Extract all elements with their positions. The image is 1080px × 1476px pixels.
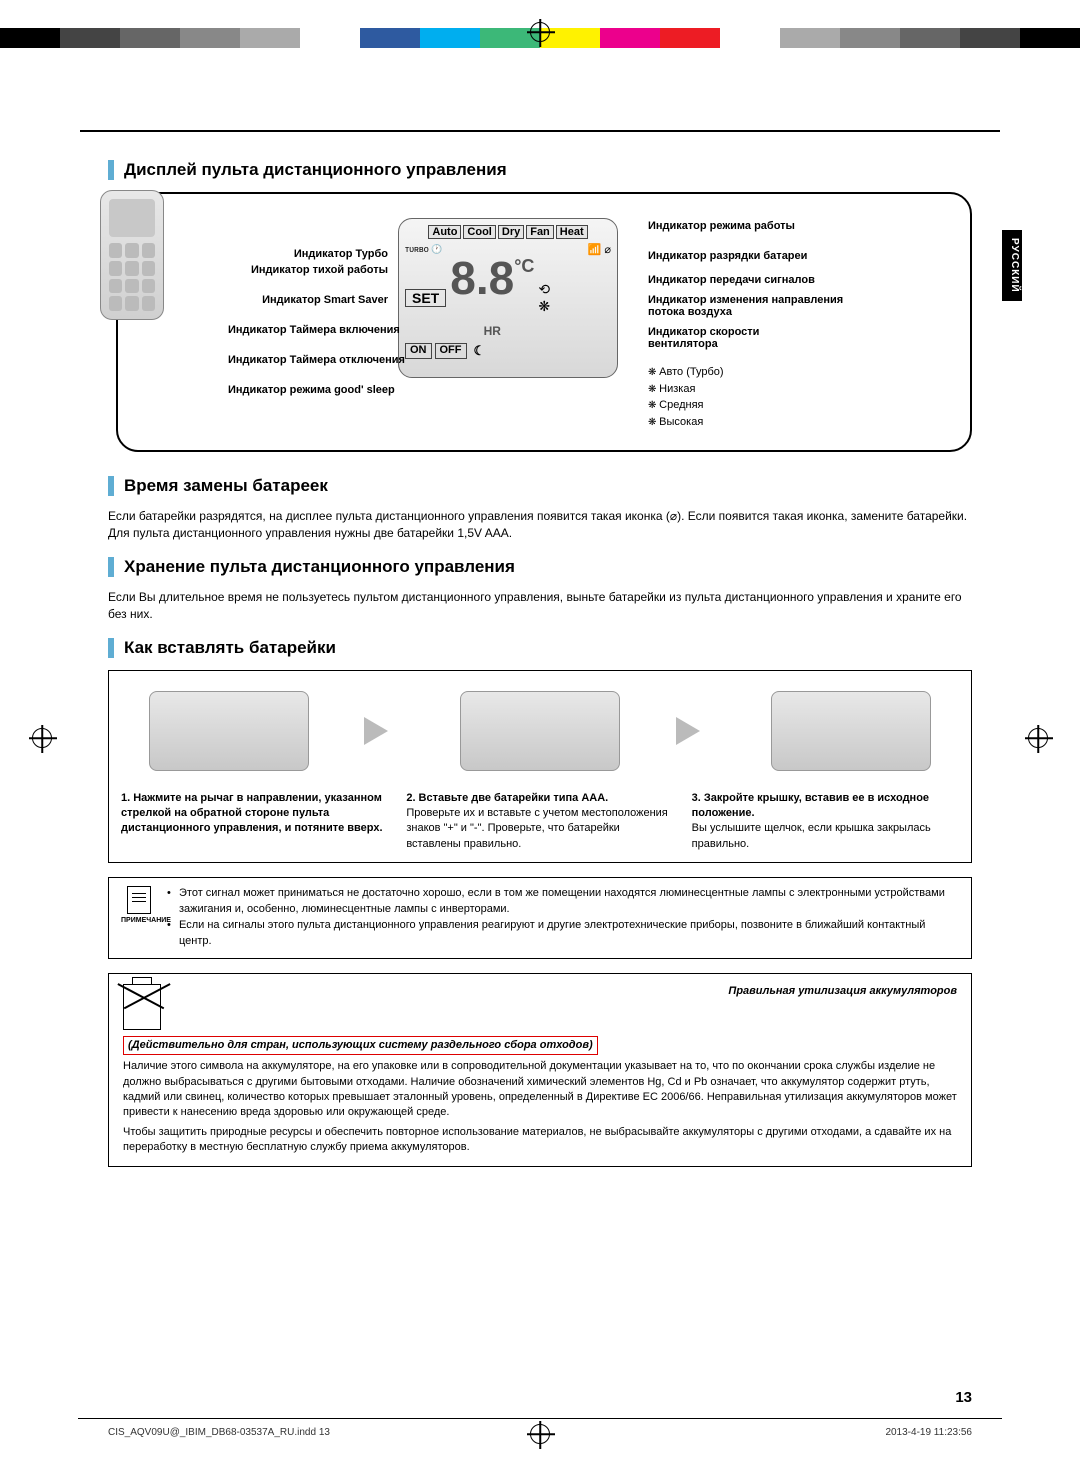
mode-dry: Dry <box>498 225 524 239</box>
label-timer-on: Индикатор Таймера включения <box>228 324 388 336</box>
label-smartsaver: Индикатор Smart Saver <box>228 294 388 306</box>
lcd-digits: 8.8°CHR <box>450 256 534 341</box>
display-diagram: Auto Cool Dry Fan Heat ᴛᴜʀʙᴏ 🕐 📶 ⌀ SET 8… <box>116 192 972 452</box>
section-title-display: Дисплей пульта дистанционного управления <box>108 160 972 180</box>
lcd-set: SET <box>405 289 446 307</box>
registration-mark-right <box>1028 728 1048 748</box>
registration-mark-top <box>530 22 550 42</box>
section-title-insert: Как вставлять батарейки <box>108 638 972 658</box>
disposal-box: Правильная утилизация аккумуляторов (Дей… <box>108 973 972 1167</box>
battery-fig-1 <box>149 691 309 771</box>
label-battery-ind: Индикатор разрядки батареи <box>648 250 807 262</box>
step-2: 2. Вставьте две батарейки типа AAA.Прове… <box>406 791 673 853</box>
battery-fig-2 <box>460 691 620 771</box>
bin-crossed-icon <box>123 984 161 1030</box>
battery-fig-3 <box>771 691 931 771</box>
label-mode-ind: Индикатор режима работы <box>648 220 795 232</box>
mode-cool: Cool <box>463 225 495 239</box>
storage-text: Если Вы длительное время не пользуетесь … <box>108 589 972 624</box>
label-timer-off: Индикатор Таймера отключения <box>228 354 388 366</box>
note-1: Этот сигнал может приниматься не достато… <box>167 886 959 918</box>
note-2: Если на сигналы этого пульта дистанционн… <box>167 918 959 950</box>
disposal-p1: Наличие этого символа на аккумуляторе, н… <box>123 1059 957 1121</box>
lcd-off: OFF <box>435 343 467 359</box>
label-airflow-ind: Индикатор изменения направления потока в… <box>648 294 868 318</box>
lcd-on: ON <box>405 343 432 359</box>
footer-filename: CIS_AQV09U@_IBIM_DB68-03537A_RU.indd 13 <box>108 1427 330 1438</box>
section-title-battery-time: Время замены батареек <box>108 476 972 496</box>
footer-rule <box>78 1418 1002 1419</box>
lcd-mode-row: Auto Cool Dry Fan Heat <box>405 225 611 239</box>
lcd-screen: Auto Cool Dry Fan Heat ᴛᴜʀʙᴏ 🕐 📶 ⌀ SET 8… <box>398 218 618 378</box>
battery-steps-box: 1. Нажмите на рычаг в направлении, указа… <box>108 670 972 864</box>
page-number: 13 <box>955 1389 972 1406</box>
mode-fan: Fan <box>526 225 554 239</box>
arrow-icon <box>364 717 404 745</box>
language-tab: РУССКИЙ <box>1002 230 1022 301</box>
disposal-p2: Чтобы защитить природные ресурсы и обесп… <box>123 1125 957 1156</box>
mode-auto: Auto <box>428 225 461 239</box>
label-goodsleep: Индикатор режима good' sleep <box>228 384 388 396</box>
step-3: 3. Закройте крышку, вставив ее в исходно… <box>692 791 959 853</box>
step-1: 1. Нажмите на рычаг в направлении, указа… <box>121 791 388 853</box>
section-title-storage: Хранение пульта дистанционного управлени… <box>108 557 972 577</box>
arrow-icon <box>676 717 716 745</box>
note-box: ПРИМЕЧАНИЕ Этот сигнал может приниматься… <box>108 877 972 959</box>
note-icon: ПРИМЕЧАНИЕ <box>121 886 157 950</box>
fan-speed-list: Авто (Турбо) Низкая Средняя Высокая <box>648 364 724 430</box>
battery-time-text: Если батарейки разрядятся, на дисплее пу… <box>108 508 972 543</box>
label-quiet: Индикатор тихой работы <box>228 264 388 276</box>
label-signal-ind: Индикатор передачи сигналов <box>648 274 815 286</box>
label-turbo: Индикатор Турбо <box>228 248 388 260</box>
disposal-redbox: (Действительно для стран, использующих с… <box>123 1036 598 1055</box>
label-fanspeed-ind: Индикатор скорости вентилятора <box>648 326 828 350</box>
registration-mark-left <box>32 728 52 748</box>
mode-heat: Heat <box>556 225 588 239</box>
footer-timestamp: 2013-4-19 11:23:56 <box>885 1427 972 1438</box>
registration-mark-bottom <box>530 1424 550 1444</box>
header-rule <box>80 130 1000 132</box>
disposal-title: Правильная утилизация аккумуляторов <box>175 984 957 999</box>
remote-thumbnail <box>100 190 164 320</box>
